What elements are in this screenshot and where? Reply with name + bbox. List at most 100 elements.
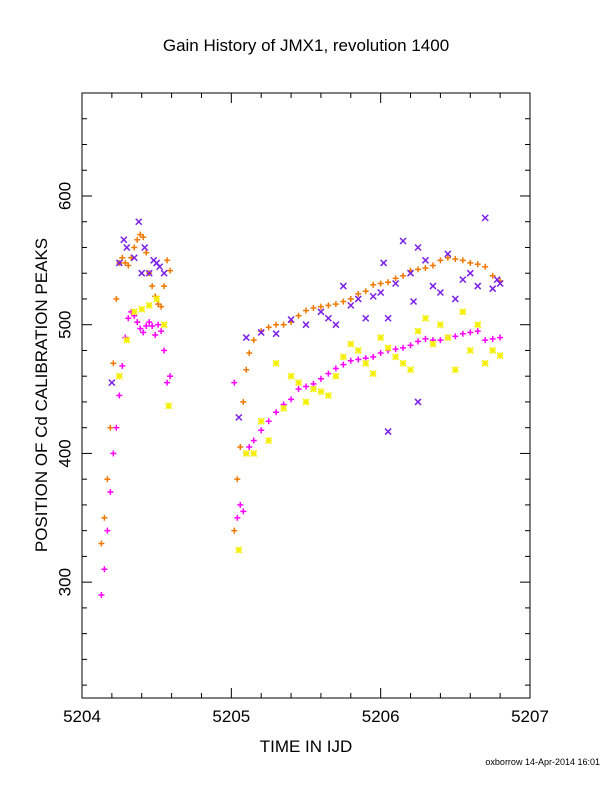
data-point: [414, 398, 422, 406]
data-point: [164, 257, 171, 264]
data-point: [137, 325, 144, 332]
data-point: [385, 279, 392, 286]
data-point: [108, 379, 116, 387]
data-point: [370, 353, 377, 360]
data-point: [482, 337, 489, 344]
data-point: [452, 256, 459, 263]
data-point: [407, 269, 415, 277]
data-point: [317, 308, 325, 316]
data-point: [451, 295, 459, 303]
data-point: [474, 282, 482, 290]
data-point: [295, 386, 302, 393]
data-point: [164, 379, 171, 386]
data-point: [273, 321, 280, 328]
data-point: [160, 269, 168, 277]
data-point: [302, 398, 310, 406]
data-point: [145, 269, 153, 277]
data-point: [332, 321, 340, 329]
data-point: [459, 308, 467, 316]
data-point: [380, 259, 388, 267]
data-point: [246, 443, 253, 450]
data-point: [237, 501, 244, 508]
data-point: [414, 243, 422, 251]
data-point: [143, 249, 150, 256]
data-point: [107, 424, 114, 431]
data-point: [158, 328, 165, 335]
data-point: [125, 315, 132, 322]
data-point: [138, 305, 146, 313]
x-tick-label: 5207: [511, 707, 549, 726]
data-point: [347, 295, 354, 302]
data-point: [160, 321, 168, 329]
data-point: [332, 301, 339, 308]
data-points: [98, 214, 504, 599]
data-point: [340, 298, 347, 305]
data-point: [120, 236, 128, 244]
data-point: [421, 256, 429, 264]
data-point: [167, 373, 174, 380]
x-tick-label: 5205: [212, 707, 250, 726]
data-point: [265, 324, 272, 331]
data-point: [317, 303, 324, 310]
data-point: [317, 375, 324, 382]
data-point: [340, 361, 347, 368]
data-point: [444, 250, 452, 258]
data-point: [309, 385, 317, 393]
x-tick-label: 5204: [63, 707, 101, 726]
x-tick-label: 5206: [362, 707, 400, 726]
data-point: [474, 261, 481, 268]
data-point: [355, 356, 362, 363]
data-point: [310, 380, 317, 387]
data-point: [265, 418, 272, 425]
data-point: [377, 288, 385, 297]
data-point: [317, 388, 325, 396]
data-point: [149, 322, 156, 329]
data-point: [362, 359, 370, 367]
data-point: [466, 269, 474, 277]
data-point: [415, 266, 421, 273]
data-point: [240, 398, 247, 405]
data-point: [452, 333, 459, 340]
data-point: [235, 546, 243, 554]
data-point: [161, 347, 168, 354]
data-point: [135, 218, 143, 226]
data-point: [400, 272, 407, 279]
data-point: [123, 243, 131, 251]
data-point: [145, 301, 153, 309]
data-point: [409, 298, 418, 306]
data-point: [324, 391, 332, 400]
data-point: [325, 370, 332, 377]
data-point: [158, 303, 165, 310]
data-point: [392, 279, 400, 288]
data-point: [110, 450, 117, 457]
data-point: [377, 350, 384, 357]
data-point: [489, 346, 497, 354]
data-point: [377, 280, 384, 287]
data-point: [161, 283, 168, 290]
data-point: [369, 292, 377, 300]
data-point: [489, 272, 496, 279]
data-point: [272, 359, 280, 367]
data-point: [384, 314, 392, 322]
plot-frame: [81, 92, 531, 699]
data-point: [422, 265, 429, 272]
data-point: [422, 335, 429, 342]
data-point: [399, 359, 407, 367]
data-point: [234, 514, 241, 521]
data-point: [362, 314, 370, 322]
x-axis-label: TIME IN IJD: [260, 737, 353, 756]
data-point: [115, 372, 123, 380]
data-point: [116, 392, 123, 399]
data-point: [303, 307, 309, 314]
data-point: [362, 355, 369, 362]
data-point: [156, 263, 164, 271]
data-point: [101, 566, 108, 573]
data-point: [265, 437, 273, 445]
data-point: [288, 396, 295, 403]
data-point: [165, 402, 173, 410]
data-point: [303, 383, 309, 390]
data-point: [310, 304, 317, 311]
data-point: [119, 254, 126, 261]
data-point: [240, 508, 247, 515]
data-point: [242, 334, 250, 342]
